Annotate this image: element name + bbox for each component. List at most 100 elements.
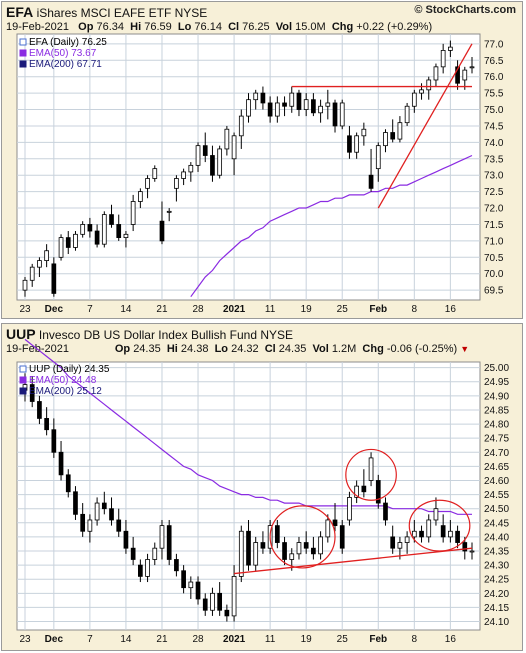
legend-entry: UUP (Daily) 24.35 <box>29 364 110 375</box>
candle-body <box>87 519 93 532</box>
y-tick-label: 24.25 <box>484 575 509 586</box>
candle <box>455 60 460 90</box>
candle <box>73 231 78 251</box>
candle-body <box>159 220 165 242</box>
candle <box>433 63 439 87</box>
candle-body <box>217 592 223 611</box>
candle-body <box>44 418 49 431</box>
candle-body <box>224 609 230 617</box>
x-tick-label: 8 <box>412 304 418 315</box>
candle-body <box>138 564 143 577</box>
candle-body <box>253 542 259 566</box>
ema50-line <box>190 154 473 298</box>
candle-body <box>195 581 201 600</box>
candle-body <box>339 102 345 127</box>
candle <box>159 519 165 560</box>
candle-body <box>296 92 302 110</box>
uup-lo-label: Lo <box>214 343 229 355</box>
candle-body <box>123 233 129 239</box>
efa-hi: 76.59 <box>144 21 172 33</box>
candle-body <box>37 260 42 268</box>
y-tick-label: 24.75 <box>484 434 509 445</box>
candle-body <box>29 266 35 281</box>
candle-body <box>361 128 367 137</box>
x-tick-label: Dec <box>45 304 64 315</box>
candle-body <box>231 575 237 617</box>
candle <box>188 576 194 599</box>
candle-body <box>448 46 453 51</box>
candle-body <box>368 457 374 481</box>
candle-body <box>44 250 49 261</box>
y-tick-label: 24.80 <box>484 420 509 431</box>
uup-chart-panel: UUP Invesco DB US Dollar Index Bullish F… <box>1 323 523 651</box>
candle <box>58 234 64 261</box>
candle <box>65 231 71 255</box>
y-tick-label: 24.95 <box>484 377 509 388</box>
candle <box>217 582 223 616</box>
highlight-circle <box>269 505 336 569</box>
candle <box>347 491 352 526</box>
candle <box>80 503 86 537</box>
candle-body <box>368 174 374 189</box>
candle-body <box>116 224 122 239</box>
candle-body <box>354 485 359 498</box>
x-tick-label: Feb <box>369 634 387 645</box>
candle-body <box>390 536 396 549</box>
candle-body <box>383 502 388 521</box>
candle-body <box>22 279 28 291</box>
candle-body <box>159 525 165 549</box>
candle <box>246 93 251 123</box>
candle <box>325 514 331 543</box>
candle <box>361 122 367 146</box>
y-tick-label: 74.0 <box>484 138 504 149</box>
candle-body <box>123 530 129 549</box>
candle <box>318 99 323 123</box>
candle <box>246 519 251 571</box>
candle-body <box>397 122 403 140</box>
candle-body <box>195 145 201 166</box>
candle-body <box>29 384 35 402</box>
candle-body <box>469 66 475 69</box>
highlight-circle <box>345 448 397 501</box>
y-tick-label: 24.15 <box>484 603 509 614</box>
y-tick-label: 70.5 <box>484 253 504 264</box>
uup-chg: -0.06 (-0.25%) <box>386 343 458 355</box>
legend-swatch <box>19 387 27 395</box>
candle-body <box>210 155 215 176</box>
candle <box>339 519 345 554</box>
brand-logo: © StockCharts.com <box>414 4 516 16</box>
candle-body <box>339 525 345 549</box>
y-tick-label: 24.30 <box>484 561 509 572</box>
candle-body <box>354 135 359 153</box>
candle <box>195 576 201 605</box>
efa-name: iShares MSCI EAFE ETF <box>36 6 172 20</box>
candle <box>339 99 345 130</box>
candle-body <box>260 542 266 549</box>
candle <box>411 89 417 113</box>
candle <box>101 211 107 248</box>
candle-body <box>455 530 460 543</box>
y-tick-label: 24.60 <box>484 476 509 487</box>
candle-body <box>375 145 381 170</box>
x-tick-label: 21 <box>156 634 168 645</box>
candle <box>426 76 432 100</box>
x-tick-label: 14 <box>120 304 132 315</box>
candle <box>469 542 475 560</box>
uup-hi: 24.38 <box>180 343 209 355</box>
candle <box>94 497 100 526</box>
x-tick-label: 16 <box>445 304 457 315</box>
candle <box>65 469 71 498</box>
ema50-line <box>24 338 472 515</box>
y-tick-label: 76.0 <box>484 72 504 83</box>
candle-body <box>238 530 244 577</box>
candle-body <box>181 570 186 589</box>
candle-body <box>274 102 280 117</box>
candle <box>224 125 230 156</box>
candle <box>375 474 381 509</box>
uup-lo: 24.32 <box>231 343 259 355</box>
efa-date: 19-Feb-2021 <box>6 21 69 33</box>
legend-swatch <box>19 49 27 57</box>
candle <box>448 40 453 57</box>
candle <box>202 132 208 163</box>
candle-body <box>94 502 100 521</box>
